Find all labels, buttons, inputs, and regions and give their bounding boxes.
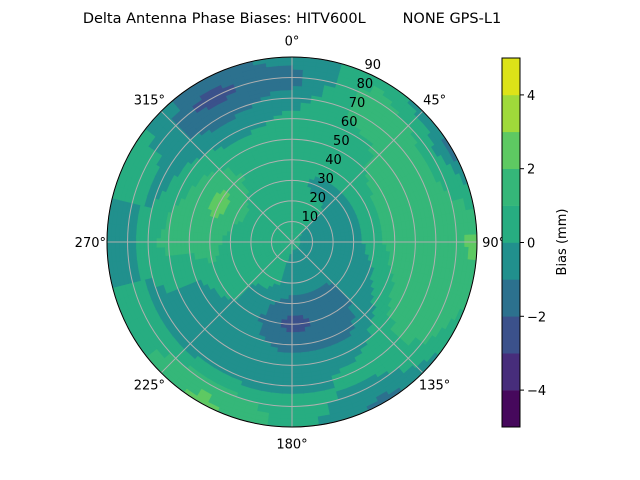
colorbar-bin (502, 279, 520, 317)
radial-tick-label: 80 (357, 77, 374, 92)
colorbar-tick-label: 2 (527, 163, 535, 178)
radial-tick-label: 20 (309, 191, 326, 206)
angular-tick-label: 270° (75, 236, 106, 251)
polar-grid (106, 56, 478, 428)
colorbar-bin (502, 94, 520, 133)
radial-tick-label: 40 (325, 153, 342, 168)
radial-tick-label: 60 (341, 115, 358, 130)
radial-tick-label: 90 (365, 58, 382, 73)
radial-tick-label: 70 (349, 96, 366, 111)
radial-tick-label: 30 (317, 172, 334, 187)
angular-tick-label: 180° (276, 438, 307, 453)
angular-tick-label: 0° (285, 34, 300, 49)
contour-field (106, 56, 478, 428)
colorbar: −4 −2 0 2 4 (501, 57, 546, 428)
radial-tick-label: 10 (302, 210, 319, 225)
colorbar-tick-label: 0 (527, 237, 535, 252)
colorbar-tick-label: 4 (527, 89, 535, 104)
colorbar-bin (502, 205, 520, 243)
colorbar-tick-label: −4 (527, 384, 546, 399)
radial-tick-label: 50 (333, 134, 350, 149)
colorbar-bin (502, 242, 520, 280)
colorbar-bin (502, 131, 520, 169)
colorbar-bin (502, 353, 520, 391)
angular-tick-label: 135° (419, 379, 450, 394)
angular-tick-label: 225° (134, 379, 165, 394)
angular-tick-label: 45° (423, 93, 446, 108)
colorbar-bin (502, 390, 520, 428)
colorbar-bin (502, 58, 520, 96)
colorbar-tick-label: −2 (527, 310, 546, 325)
angular-tick-label: 315° (134, 93, 165, 108)
colorbar-bin (502, 316, 520, 354)
chart-title: Delta Antenna Phase Biases: HITV600L NON… (83, 11, 501, 27)
colorbar-label: Bias (mm) (555, 209, 570, 276)
colorbar-bin (502, 168, 520, 206)
